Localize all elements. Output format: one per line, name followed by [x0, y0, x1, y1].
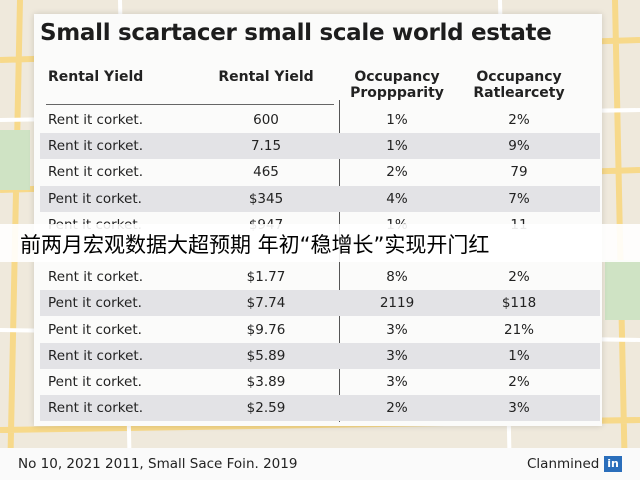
table-cell: Rent it corket. — [48, 347, 144, 364]
table-row — [40, 395, 600, 422]
table-cell: 465 — [253, 164, 279, 181]
table-cell: Pent it corket. — [48, 321, 142, 338]
table-cell: 2% — [508, 374, 530, 390]
table-cell: 7% — [508, 190, 530, 207]
footer-brand: Clanmined — [527, 456, 600, 472]
table-cell: 21% — [503, 321, 534, 338]
table-cell: 3% — [386, 321, 408, 338]
table-cell: 9% — [508, 138, 530, 155]
table-row — [40, 342, 600, 369]
table-cell: 2% — [386, 164, 408, 181]
table-cell: $7.74 — [246, 295, 286, 312]
table-cell: 1% — [386, 112, 408, 128]
column-header: Proppparity — [350, 85, 444, 101]
table-cell: 2% — [508, 269, 530, 286]
table-cell: Pent it corket. — [48, 374, 142, 390]
table-row — [40, 133, 600, 160]
table-cell: 3% — [386, 347, 408, 364]
column-header: Occupancy — [354, 69, 440, 85]
table-cell: Rent it corket. — [48, 400, 144, 417]
table-cell: $1.77 — [246, 269, 286, 286]
table-cell: Rent it corket. — [48, 164, 144, 181]
table-cell: $3.89 — [246, 374, 286, 390]
table-cell: 3% — [386, 374, 408, 390]
table-cell: 7.15 — [250, 138, 282, 155]
table-cell: Pent it corket. — [48, 295, 142, 312]
table-cell: Pent it corket. — [48, 190, 142, 207]
table-cell: $118 — [501, 295, 537, 312]
table-cell: 3% — [508, 400, 530, 417]
column-header: Rental Yield — [48, 69, 144, 85]
table-cell: Rent it corket. — [48, 138, 144, 155]
table-cell: Rent it corket. — [48, 269, 144, 286]
table-cell: 1% — [508, 347, 530, 364]
table-cell: 4% — [386, 190, 408, 207]
table-cell: 2% — [386, 400, 408, 417]
table-row — [40, 185, 600, 212]
brand-logo: in — [604, 456, 622, 472]
caption: 前两月宏观数据大超预期 年初“稳增长”实现开门红 — [20, 233, 490, 257]
table-cell: $345 — [248, 190, 284, 207]
caption-band — [0, 224, 640, 262]
table-cell: 1% — [386, 138, 408, 155]
table-cell: Rent it corket. — [48, 112, 144, 128]
table-cell: $2.59 — [246, 400, 286, 417]
footer — [0, 448, 640, 480]
column-header: Ratlearcety — [473, 85, 565, 101]
table-cell: $9.76 — [246, 321, 286, 338]
table-cell: $5.89 — [246, 347, 286, 364]
table-cell: 2119 — [379, 295, 415, 312]
footer-source: No 10, 2021 2011, Small Sace Foin. 2019 — [18, 456, 298, 472]
column-header: Occupancy — [476, 69, 562, 85]
column-header: Rental Yield — [218, 69, 314, 85]
header-rule — [46, 104, 334, 105]
title: Small scartacer small scale world estate — [40, 20, 552, 46]
table-cell: 600 — [253, 112, 279, 128]
table-cell: 79 — [510, 164, 528, 181]
table-row — [40, 290, 600, 317]
table-cell: 2% — [508, 112, 530, 128]
table-cell: 8% — [386, 269, 408, 286]
